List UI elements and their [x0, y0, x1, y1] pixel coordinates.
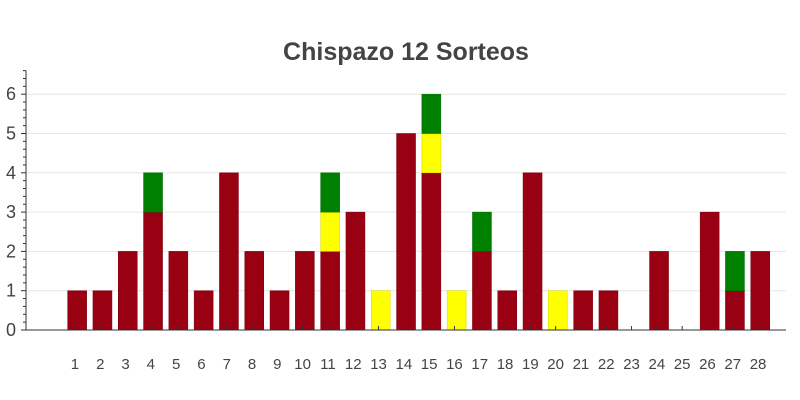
x-tick-label: 21: [573, 356, 590, 373]
bar-segment: [421, 93, 442, 134]
x-tick-label: 11: [320, 356, 336, 373]
bar-segment: [219, 172, 239, 331]
x-tick-label: 4: [147, 356, 155, 373]
bar-segment: [320, 172, 340, 213]
x-tick-label: 2: [96, 356, 104, 373]
x-tick-label: 28: [750, 356, 767, 373]
bar-segment: [472, 251, 492, 331]
bar-segment: [295, 251, 315, 331]
y-tick-label: 2: [6, 241, 16, 261]
y-tick-label: 3: [6, 202, 16, 222]
x-tick-label: 15: [421, 356, 438, 373]
bar-segment: [67, 290, 87, 331]
bar-segment: [598, 290, 619, 331]
bar-segment: [573, 290, 593, 331]
bar-segment: [345, 211, 366, 331]
x-tick-label: 6: [197, 356, 205, 373]
bar-segment: [750, 251, 770, 331]
bar-segment: [118, 251, 138, 331]
bar-segment: [269, 290, 290, 331]
bar-segment: [396, 133, 416, 331]
bar-segment: [699, 211, 720, 331]
bar-segment: [193, 290, 214, 331]
x-tick-label: 26: [699, 356, 716, 373]
bars: [67, 93, 770, 331]
x-tick-label: 25: [674, 356, 691, 373]
bar-segment: [446, 290, 467, 331]
bar-segment: [168, 251, 189, 331]
x-tick-label: 23: [623, 356, 640, 373]
y-axis-ticks: 0 1 2 3 4 5 6: [6, 84, 16, 340]
x-tick-label: 18: [497, 356, 514, 373]
x-tick-label: 12: [345, 356, 362, 373]
x-tick-label: 16: [446, 356, 463, 373]
x-tick-label: 19: [522, 356, 539, 373]
x-tick-label: 3: [121, 356, 129, 373]
bar-segment: [143, 211, 163, 331]
bar-segment: [320, 211, 340, 252]
bar-segment: [143, 172, 163, 213]
chart-title: Chispazo 12 Sorteos: [283, 38, 529, 66]
bar-segment: [244, 251, 264, 331]
bar-segment: [725, 290, 745, 331]
bar-segment: [649, 251, 669, 331]
x-tick-label: 14: [396, 356, 413, 373]
x-tick-label: 27: [724, 356, 741, 373]
x-tick-label: 17: [471, 356, 488, 373]
bar-segment: [421, 133, 442, 174]
y-tick-label: 6: [6, 84, 16, 104]
x-tick-label: 24: [649, 356, 666, 373]
bar-segment: [725, 251, 745, 291]
x-tick-label: 13: [370, 356, 387, 373]
y-tick-label: 0: [6, 320, 16, 340]
bar-segment: [92, 290, 113, 331]
x-tick-label: 9: [273, 356, 281, 373]
x-tick-label: 7: [223, 356, 231, 373]
bar-segment: [548, 290, 568, 331]
x-tick-label: 20: [547, 356, 564, 373]
axes: [21, 70, 786, 331]
x-axis-ticks: 1 2 3 4 5 6 7 8 9 10 11 12 13 14 15 16 17 18 19 20 21 22 23 24 2…: [71, 356, 767, 373]
x-tick-label: 5: [172, 356, 180, 373]
x-tick-label: 1: [71, 356, 79, 373]
bar-segment: [472, 211, 492, 252]
x-tick-label: 8: [248, 356, 256, 373]
x-tick-label: 22: [598, 356, 615, 373]
bar-segment: [320, 251, 340, 331]
x-tick-label: 10: [294, 356, 311, 373]
bar-segment: [421, 172, 442, 331]
y-tick-label: 4: [6, 163, 16, 183]
bar-segment: [497, 290, 517, 331]
y-tick-label: 1: [6, 281, 16, 301]
bar-segment: [371, 290, 391, 331]
y-tick-label: 5: [6, 124, 16, 144]
bar-segment: [522, 172, 543, 331]
